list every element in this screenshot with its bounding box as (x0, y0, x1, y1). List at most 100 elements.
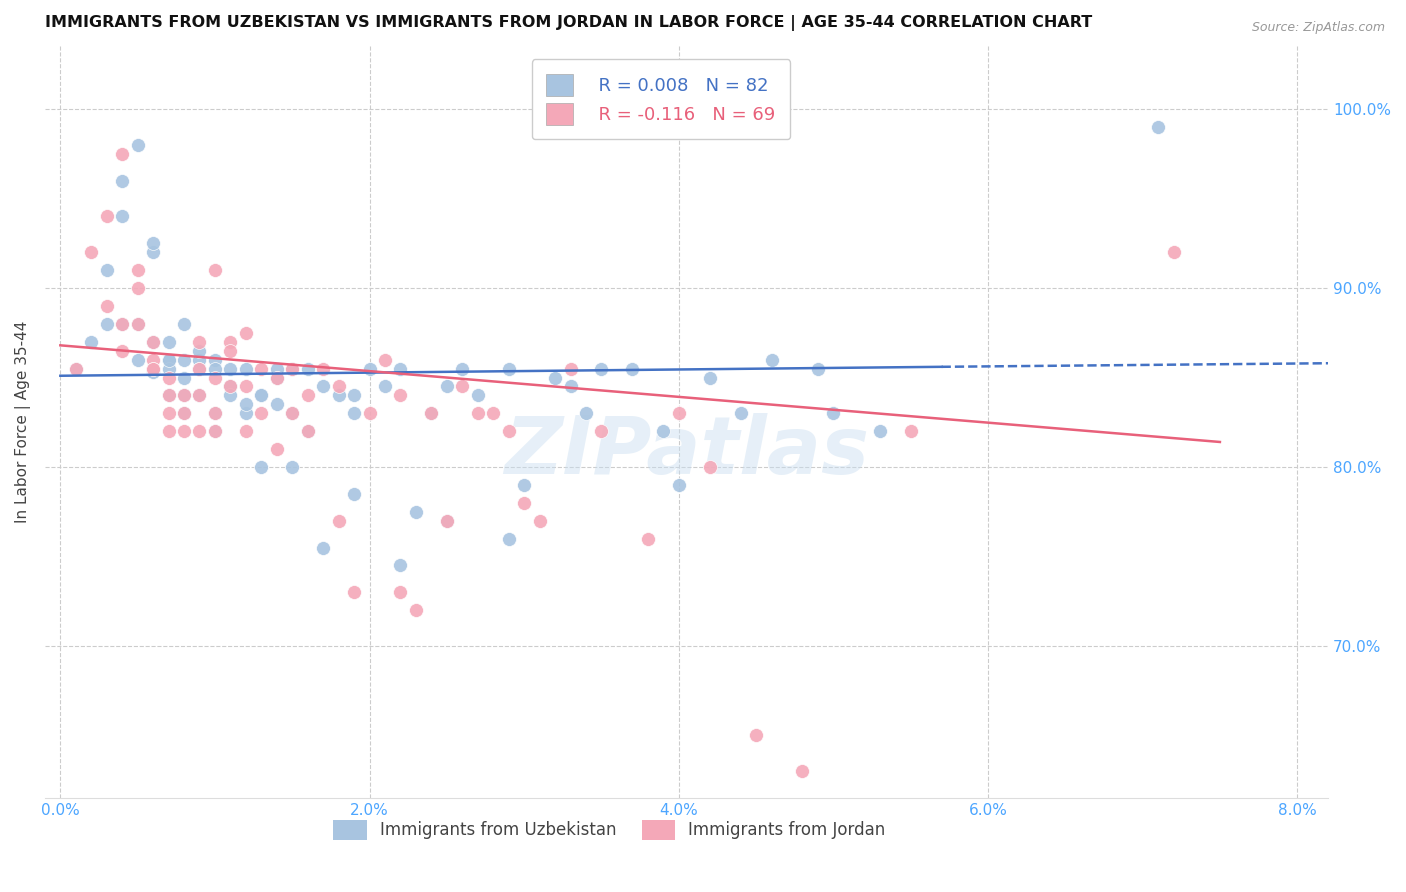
Point (281, 406, 304, 420)
Point (374, 379, 396, 393)
Point (204, 424, 226, 438)
Point (420, 406, 443, 420)
Point (204, 361, 226, 376)
Point (312, 379, 335, 393)
Point (111, 317, 134, 331)
Point (343, 487, 366, 501)
Point (405, 505, 427, 519)
Point (652, 424, 675, 438)
Point (266, 442, 288, 457)
Point (374, 352, 396, 367)
Point (343, 585, 366, 599)
Point (436, 514, 458, 528)
Point (250, 388, 273, 402)
Point (235, 379, 257, 393)
Point (792, 764, 814, 779)
Point (250, 460, 273, 475)
Point (173, 388, 195, 402)
Point (142, 334, 165, 349)
Point (266, 370, 288, 384)
Point (219, 343, 242, 358)
Point (173, 406, 195, 420)
Point (111, 146, 134, 161)
Point (157, 361, 180, 376)
Point (157, 352, 180, 367)
Point (204, 406, 226, 420)
Point (498, 424, 520, 438)
Point (111, 317, 134, 331)
Point (420, 406, 443, 420)
Text: Source: ZipAtlas.com: Source: ZipAtlas.com (1251, 21, 1385, 34)
Point (219, 388, 242, 402)
Point (157, 388, 180, 402)
Point (745, 729, 768, 743)
Point (297, 424, 319, 438)
Point (157, 370, 180, 384)
Point (297, 424, 319, 438)
Point (142, 361, 165, 376)
Point (637, 532, 659, 546)
Point (405, 603, 427, 617)
Legend: Immigrants from Uzbekistan, Immigrants from Jordan: Immigrants from Uzbekistan, Immigrants f… (326, 814, 893, 847)
Point (173, 317, 195, 331)
Point (219, 334, 242, 349)
Point (513, 496, 536, 510)
Point (219, 379, 242, 393)
Point (761, 352, 783, 367)
Point (188, 424, 211, 438)
Point (389, 585, 412, 599)
Point (699, 370, 721, 384)
Point (250, 361, 273, 376)
Point (498, 532, 520, 546)
Point (297, 361, 319, 376)
Text: IMMIGRANTS FROM UZBEKISTAN VS IMMIGRANTS FROM JORDAN IN LABOR FORCE | AGE 35-44 : IMMIGRANTS FROM UZBEKISTAN VS IMMIGRANTS… (45, 15, 1092, 31)
Point (157, 424, 180, 438)
Point (111, 343, 134, 358)
Point (127, 317, 149, 331)
Point (157, 388, 180, 402)
Point (188, 343, 211, 358)
Point (869, 424, 891, 438)
Point (219, 361, 242, 376)
Point (266, 397, 288, 411)
Point (173, 406, 195, 420)
Point (127, 263, 149, 277)
Point (266, 370, 288, 384)
Point (266, 361, 288, 376)
Point (343, 406, 366, 420)
Point (389, 558, 412, 573)
Point (157, 352, 180, 367)
Point (389, 361, 412, 376)
Point (312, 361, 335, 376)
Point (621, 361, 644, 376)
Point (281, 406, 304, 420)
Point (235, 326, 257, 340)
Point (157, 334, 180, 349)
Text: ZIPatlas: ZIPatlas (503, 413, 869, 491)
Point (591, 361, 613, 376)
Point (900, 424, 922, 438)
Point (544, 370, 567, 384)
Point (173, 352, 195, 367)
Point (250, 406, 273, 420)
Point (96, 210, 118, 224)
Point (281, 361, 304, 376)
Point (560, 361, 582, 376)
Point (142, 352, 165, 367)
Point (188, 388, 211, 402)
Point (65, 361, 87, 376)
Point (467, 388, 489, 402)
Point (482, 406, 505, 420)
Point (328, 388, 350, 402)
Point (204, 406, 226, 420)
Point (451, 379, 474, 393)
Point (173, 424, 195, 438)
Point (127, 281, 149, 295)
Point (142, 361, 165, 376)
Point (142, 334, 165, 349)
Point (343, 388, 366, 402)
Point (281, 361, 304, 376)
Point (204, 352, 226, 367)
Point (80, 245, 103, 260)
Point (219, 379, 242, 393)
